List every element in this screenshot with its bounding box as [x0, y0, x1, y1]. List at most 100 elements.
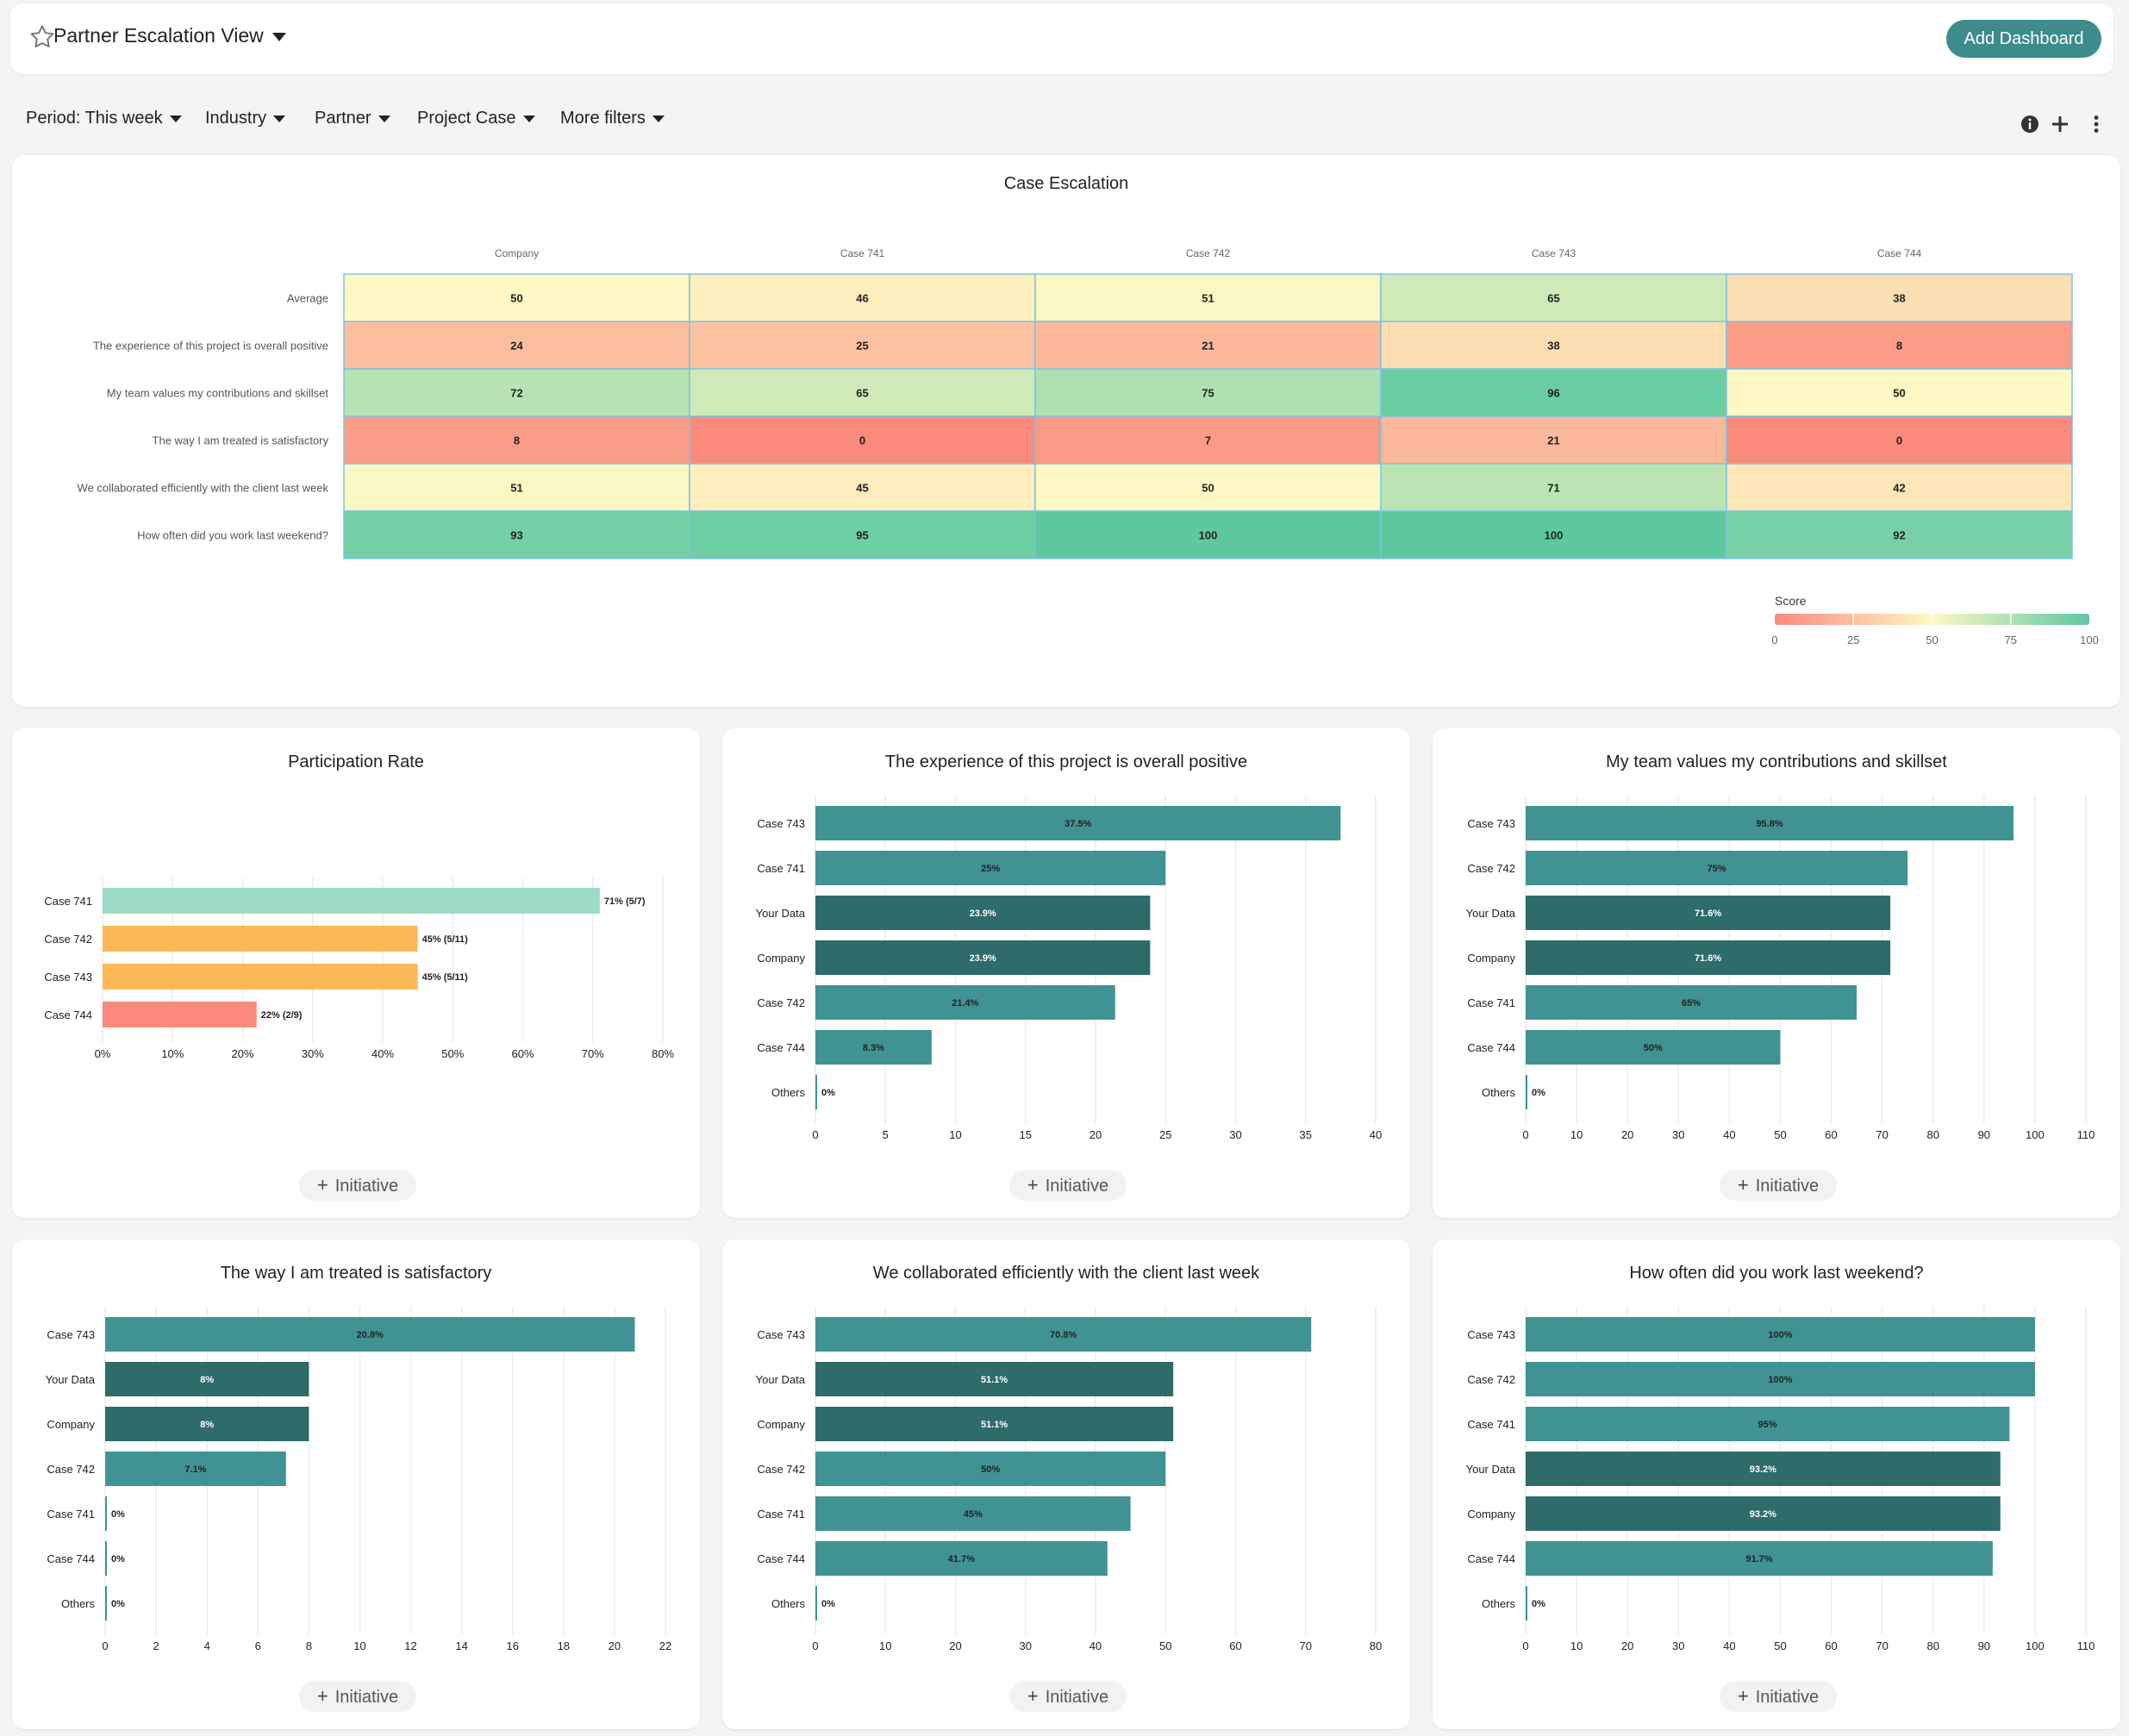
initiative-button[interactable]: + Initiative [299, 1170, 416, 1201]
bar[interactable] [105, 1407, 309, 1441]
data-label: 41.7% [948, 1554, 975, 1564]
heatmap-cell-value: 24 [510, 340, 523, 353]
heatmap-cell-value: 25 [856, 340, 868, 353]
legend-tick: 50 [1926, 634, 1938, 646]
y-category-label: Others [61, 1597, 96, 1610]
bar[interactable] [1526, 896, 1891, 930]
bar[interactable] [815, 1075, 817, 1109]
initiative-button[interactable]: + Initiative [1009, 1681, 1127, 1712]
x-tick-label: 20 [609, 1639, 621, 1652]
x-tick-label: 20 [1089, 1128, 1102, 1141]
bar[interactable] [105, 1496, 107, 1531]
bar[interactable] [1526, 1317, 2035, 1352]
heatmap-cell[interactable] [689, 415, 1036, 465]
data-label: 37.5% [1064, 819, 1091, 829]
bar[interactable] [105, 1452, 286, 1486]
bar[interactable] [1526, 1586, 1527, 1620]
bar[interactable] [1526, 1362, 2035, 1396]
bar[interactable] [1526, 985, 1857, 1020]
x-tick-label: 22 [659, 1639, 671, 1652]
heatmap-cell[interactable] [1380, 368, 1727, 417]
initiative-button[interactable]: + Initiative [1720, 1170, 1837, 1201]
filter-project-case[interactable]: Project Case [417, 109, 535, 128]
heatmap-cell[interactable] [689, 321, 1036, 370]
bar[interactable] [815, 1496, 1131, 1531]
bar[interactable] [1526, 851, 1908, 885]
bar[interactable] [815, 806, 1341, 840]
heatmap-cell[interactable] [1380, 463, 1727, 512]
bar[interactable] [1526, 1541, 1993, 1576]
x-tick-label: 10 [1570, 1128, 1583, 1141]
heatmap-cell[interactable] [689, 273, 1036, 322]
heatmap-cell[interactable] [1380, 273, 1727, 322]
chevron-down-icon[interactable] [272, 33, 286, 41]
bar[interactable] [815, 896, 1151, 930]
bar[interactable] [105, 1586, 107, 1620]
heatmap-cell[interactable] [1726, 368, 2073, 417]
initiative-button[interactable]: + Initiative [1009, 1170, 1127, 1201]
heatmap-cell[interactable] [343, 368, 690, 417]
bar[interactable] [815, 940, 1151, 975]
bar[interactable] [105, 1317, 635, 1352]
data-label: 45% [964, 1509, 983, 1520]
bar[interactable] [105, 1541, 107, 1576]
bar[interactable] [815, 1586, 817, 1620]
add-dashboard-button[interactable]: Add Dashboard [1946, 20, 2101, 58]
initiative-button[interactable]: + Initiative [1720, 1681, 1837, 1712]
bar[interactable] [1526, 1030, 1781, 1065]
x-tick-label: 100 [2026, 1128, 2045, 1141]
bar[interactable] [1526, 1452, 2001, 1486]
heatmap-cell[interactable] [1034, 368, 1382, 417]
bar-chart: 0 10 20 30 40 50 60 70 80 90 100 110 Case 743 95.8% Ca… [1466, 796, 2095, 1141]
bar[interactable] [815, 1541, 1108, 1576]
bar[interactable] [815, 1030, 932, 1065]
bar[interactable] [815, 1407, 1174, 1441]
heatmap-cell[interactable] [1380, 321, 1727, 370]
initiative-button[interactable]: + Initiative [299, 1681, 416, 1712]
heatmap-column-header: Case 741 [840, 247, 885, 259]
heatmap-cell[interactable] [1726, 415, 2073, 465]
heatmap-cell[interactable] [343, 415, 690, 465]
filter-period[interactable]: Period: This week [26, 109, 182, 128]
heatmap-cell[interactable] [1034, 510, 1382, 559]
data-label: 25% [981, 864, 1000, 874]
filter-partner[interactable]: Partner [315, 109, 390, 128]
heatmap-cell[interactable] [343, 273, 690, 322]
heatmap-cell[interactable] [1726, 463, 2073, 512]
bar[interactable] [1526, 1407, 2010, 1441]
bar[interactable] [815, 851, 1166, 885]
bar[interactable] [1526, 940, 1891, 975]
heatmap-cell-value: 38 [1547, 340, 1559, 353]
bar[interactable] [103, 964, 418, 990]
star-icon[interactable] [28, 22, 57, 52]
bar[interactable] [1526, 806, 2014, 840]
bar[interactable] [103, 888, 600, 914]
heatmap-cell[interactable] [1726, 273, 2073, 322]
filter-industry[interactable]: Industry [205, 109, 286, 128]
info-icon[interactable] [2020, 114, 2040, 134]
initiative-label: Initiative [1755, 1177, 1820, 1196]
bar[interactable] [815, 1317, 1312, 1352]
filter-more[interactable]: More filters [560, 109, 665, 128]
data-label: 23.9% [970, 953, 996, 964]
heatmap-cell[interactable] [1726, 510, 2073, 559]
heatmap-cell[interactable] [1034, 463, 1382, 512]
heatmap-cell[interactable] [1034, 273, 1382, 322]
bar[interactable] [103, 1002, 257, 1027]
bar[interactable] [1526, 1496, 2001, 1531]
heatmap-cell[interactable] [1034, 415, 1382, 465]
kebab-menu-icon[interactable] [2086, 114, 2107, 134]
bar[interactable] [105, 1362, 309, 1396]
plus-icon[interactable] [2050, 114, 2070, 134]
bar[interactable] [1526, 1075, 1527, 1109]
heatmap-cell[interactable] [1726, 321, 2073, 370]
heatmap-cell[interactable] [1380, 415, 1727, 465]
heatmap-cell[interactable] [343, 510, 690, 559]
bar[interactable] [103, 926, 418, 952]
data-label: 8% [200, 1375, 214, 1385]
bar[interactable] [815, 1452, 1166, 1486]
bar[interactable] [815, 985, 1115, 1020]
heatmap-cell[interactable] [689, 510, 1036, 559]
bar[interactable] [815, 1362, 1174, 1396]
heatmap-cell[interactable] [689, 463, 1036, 512]
